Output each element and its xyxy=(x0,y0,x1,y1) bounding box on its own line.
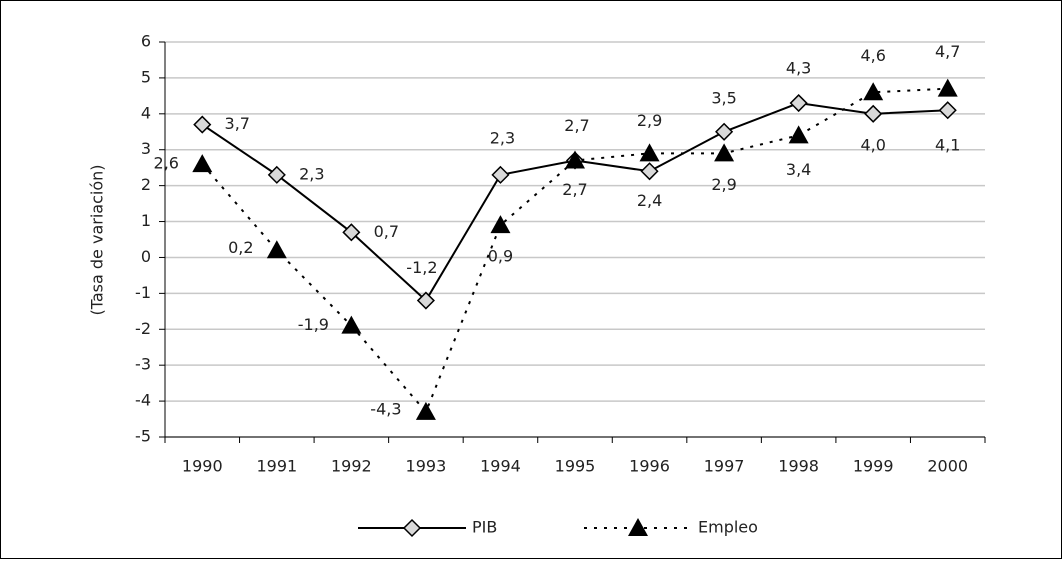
data-label: -4,3 xyxy=(370,399,401,418)
data-label: 2,7 xyxy=(564,116,589,135)
x-tick-label: 1993 xyxy=(406,457,447,476)
data-label: 2,6 xyxy=(154,154,179,173)
data-label: 2,9 xyxy=(637,111,662,130)
data-point xyxy=(639,143,660,162)
data-point xyxy=(565,150,585,169)
y-tick-label: -3 xyxy=(135,355,151,374)
data-label: 4,1 xyxy=(935,136,960,155)
data-point xyxy=(415,401,436,420)
data-label: 0,9 xyxy=(488,247,513,266)
y-tick-label: 2 xyxy=(141,175,151,194)
data-label: -1,2 xyxy=(406,258,437,277)
data-label: 2,7 xyxy=(562,180,587,199)
data-point xyxy=(266,240,287,259)
y-tick-label: 0 xyxy=(141,247,151,266)
data-point xyxy=(938,101,957,120)
data-point xyxy=(193,115,212,134)
legend-marker xyxy=(628,518,648,536)
data-point xyxy=(864,104,883,123)
legend-label: Empleo xyxy=(698,518,758,537)
data-label: 4,0 xyxy=(860,135,885,154)
x-tick-label: 1994 xyxy=(480,457,521,476)
y-tick-label: -5 xyxy=(135,427,151,446)
data-label: 4,3 xyxy=(786,59,811,78)
data-point xyxy=(341,315,362,334)
x-tick-label: 1995 xyxy=(555,457,596,476)
data-label: 3,5 xyxy=(711,88,736,107)
data-point xyxy=(342,223,361,242)
data-point xyxy=(416,291,435,310)
x-tick-label: 2000 xyxy=(927,457,968,476)
data-point xyxy=(640,162,659,181)
data-label: 3,4 xyxy=(786,160,811,179)
y-tick-label: 4 xyxy=(141,103,151,122)
data-point xyxy=(267,165,286,184)
data-point xyxy=(863,82,884,101)
y-tick-label: 3 xyxy=(141,139,151,158)
data-point xyxy=(715,122,734,141)
data-label: 2,4 xyxy=(637,191,662,210)
data-point xyxy=(789,93,808,113)
x-tick-label: 1992 xyxy=(331,457,372,476)
data-label: 3,7 xyxy=(225,114,250,133)
data-label: 2,3 xyxy=(490,128,515,147)
y-tick-label: 1 xyxy=(141,211,151,230)
y-tick-label: -2 xyxy=(135,319,151,338)
x-tick-label: 1998 xyxy=(778,457,819,476)
y-tick-label: 5 xyxy=(141,67,151,86)
data-label: 0,2 xyxy=(228,238,253,257)
data-point xyxy=(788,125,809,144)
data-point xyxy=(192,154,213,173)
x-tick-label: 1991 xyxy=(256,457,297,476)
data-point xyxy=(490,215,511,234)
y-tick-label: -1 xyxy=(135,283,151,302)
x-tick-label: 1990 xyxy=(182,457,223,476)
y-axis-label: (Tasa de variación) xyxy=(88,165,107,316)
data-label: 4,7 xyxy=(935,42,960,61)
data-point xyxy=(714,143,735,162)
y-tick-label: 6 xyxy=(141,32,151,51)
legend-marker xyxy=(402,518,422,538)
data-point xyxy=(491,165,510,184)
x-tick-label: 1997 xyxy=(704,457,745,476)
data-label: 2,9 xyxy=(711,175,736,194)
x-tick-label: 1999 xyxy=(853,457,894,476)
data-label: 2,3 xyxy=(299,164,324,183)
data-label: 4,6 xyxy=(860,46,885,65)
legend-label: PIB xyxy=(472,518,497,537)
y-tick-label: -4 xyxy=(135,391,151,410)
x-tick-label: 1996 xyxy=(629,457,670,476)
data-label: 0,7 xyxy=(374,222,399,241)
data-point xyxy=(937,78,958,97)
data-label: -1,9 xyxy=(298,315,329,334)
